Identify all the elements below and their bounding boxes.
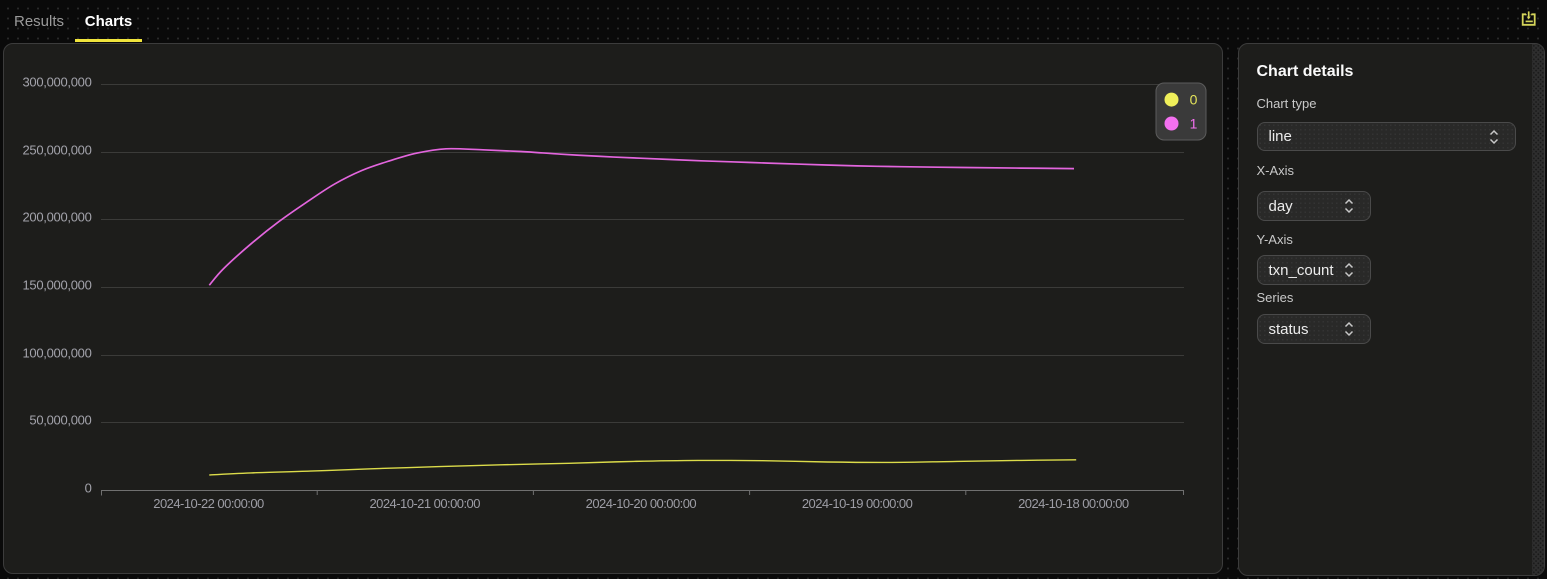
svg-text:2024-10-21 00:00:00: 2024-10-21 00:00:00 [369,496,480,511]
svg-text:0: 0 [85,481,92,496]
svg-text:2024-10-18 00:00:00: 2024-10-18 00:00:00 [1018,496,1129,511]
svg-text:100,000,000: 100,000,000 [23,346,92,361]
svg-text:2024-10-19 00:00:00: 2024-10-19 00:00:00 [802,496,913,511]
svg-text:50,000,000: 50,000,000 [29,413,91,428]
svg-text:300,000,000: 300,000,000 [23,75,92,90]
svg-text:1: 1 [1190,116,1198,132]
svg-text:0: 0 [1190,92,1198,108]
svg-text:2024-10-20 00:00:00: 2024-10-20 00:00:00 [586,496,697,511]
svg-text:250,000,000: 250,000,000 [23,143,92,158]
svg-text:200,000,000: 200,000,000 [23,210,92,225]
svg-text:2024-10-22 00:00:00: 2024-10-22 00:00:00 [153,496,264,511]
svg-text:150,000,000: 150,000,000 [23,278,92,293]
